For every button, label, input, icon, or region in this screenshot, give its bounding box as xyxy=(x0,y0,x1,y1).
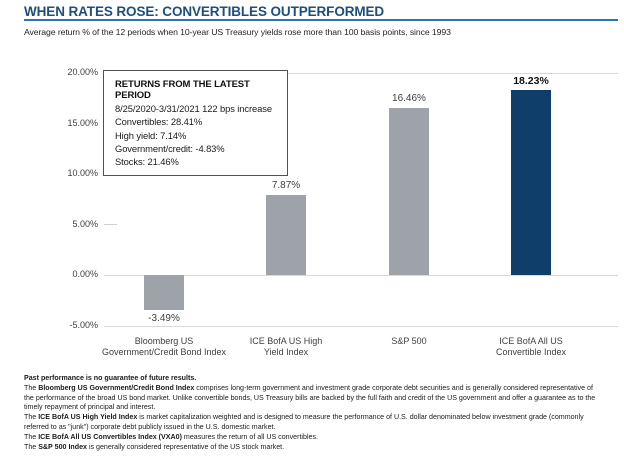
x-axis-category-line: Government/Credit Bond Index xyxy=(101,347,227,357)
gridline xyxy=(104,72,618,74)
y-axis-tickmark xyxy=(104,224,117,226)
bar-value-label: 7.87% xyxy=(271,180,301,192)
bar-value-label: 16.46% xyxy=(392,93,426,105)
x-axis-category-line: ICE BofA US High xyxy=(249,336,323,346)
x-axis-category-line: Bloomberg US xyxy=(134,336,194,346)
footnote-paragraph: The ICE BofA All US Convertibles Index (… xyxy=(24,432,318,441)
y-axis-tick-label: 5.00% xyxy=(72,218,98,229)
annotation-line: High yield: 7.14% xyxy=(115,129,187,141)
footnote-paragraph: The ICE BofA US High Yield Index is mark… xyxy=(24,413,584,431)
x-axis-category-line: Yield Index xyxy=(263,347,309,357)
annotation-line: 8/25/2020-3/31/2021 122 bps increase xyxy=(115,103,272,114)
footnote-paragraph: Past performance is no guarantee of futu… xyxy=(24,374,197,382)
y-axis-tick-label: -5.00% xyxy=(69,320,98,330)
bar-ice-bofa-us-high-yield-index xyxy=(266,195,306,275)
x-axis-category-label: ICE BofA US High Yield Index xyxy=(216,336,356,358)
bar-s-p-500 xyxy=(389,108,429,275)
x-axis-category-line: Convertible Index xyxy=(495,347,567,357)
gridline xyxy=(104,325,618,327)
chart-subtitle: Average return % of the 12 periods when … xyxy=(24,27,451,37)
title-underline xyxy=(24,19,618,21)
annotation-line: Government/credit: -4.83% xyxy=(115,142,225,154)
footnote-paragraph: The Bloomberg US Government/Credit Bond … xyxy=(24,383,596,412)
x-axis-category-label: Bloomberg US Government/Credit Bond Index xyxy=(94,336,234,358)
annotation-line: Stocks: 21.46% xyxy=(115,156,179,168)
x-axis-category-label: ICE BofA All US Convertible Index xyxy=(461,336,601,358)
annotation-title: RETURNS FROM THE LATEST PERIOD xyxy=(115,79,250,101)
x-axis-category-label: S&P 500 xyxy=(339,336,479,347)
y-axis-tick-label: 20.00% xyxy=(67,67,98,77)
gridline xyxy=(104,274,618,276)
annotation-box: RETURNS FROM THE LATEST PERIOD 8/25/2020… xyxy=(103,70,288,177)
page-title: WHEN RATES ROSE: CONVERTIBLES OUTPERFORM… xyxy=(24,4,385,19)
footnote-paragraph: The S&P 500 Index is generally considere… xyxy=(24,442,285,451)
bar-value-label: 18.23% xyxy=(513,75,549,88)
bar-value-label: -3.49% xyxy=(148,313,180,325)
bar-ice-bofa-all-us-convertible-index xyxy=(511,90,551,275)
y-axis-tick-label: 0.00% xyxy=(72,269,98,280)
bar-bloomberg-us-government-credit-bond-index xyxy=(144,274,184,311)
footnotes: Past performance is no guarantee of futu… xyxy=(24,374,604,452)
x-axis-category-line: ICE BofA All US xyxy=(499,336,563,346)
annotation-line: Convertibles: 28.41% xyxy=(115,116,203,128)
bar-chart-plot-area: 20.00% 15.00% 10.00% 5.00% 0.00% -5.00% -3.49%… xyxy=(0,60,624,370)
annotation-lines: 8/25/2020-3/31/2021 122 bps increase Conv… xyxy=(115,102,276,168)
x-axis-category-line: S&P 500 xyxy=(391,336,427,346)
y-axis-tick-label: 10.00% xyxy=(67,168,98,179)
y-axis-tick-label: 15.00% xyxy=(67,117,98,128)
